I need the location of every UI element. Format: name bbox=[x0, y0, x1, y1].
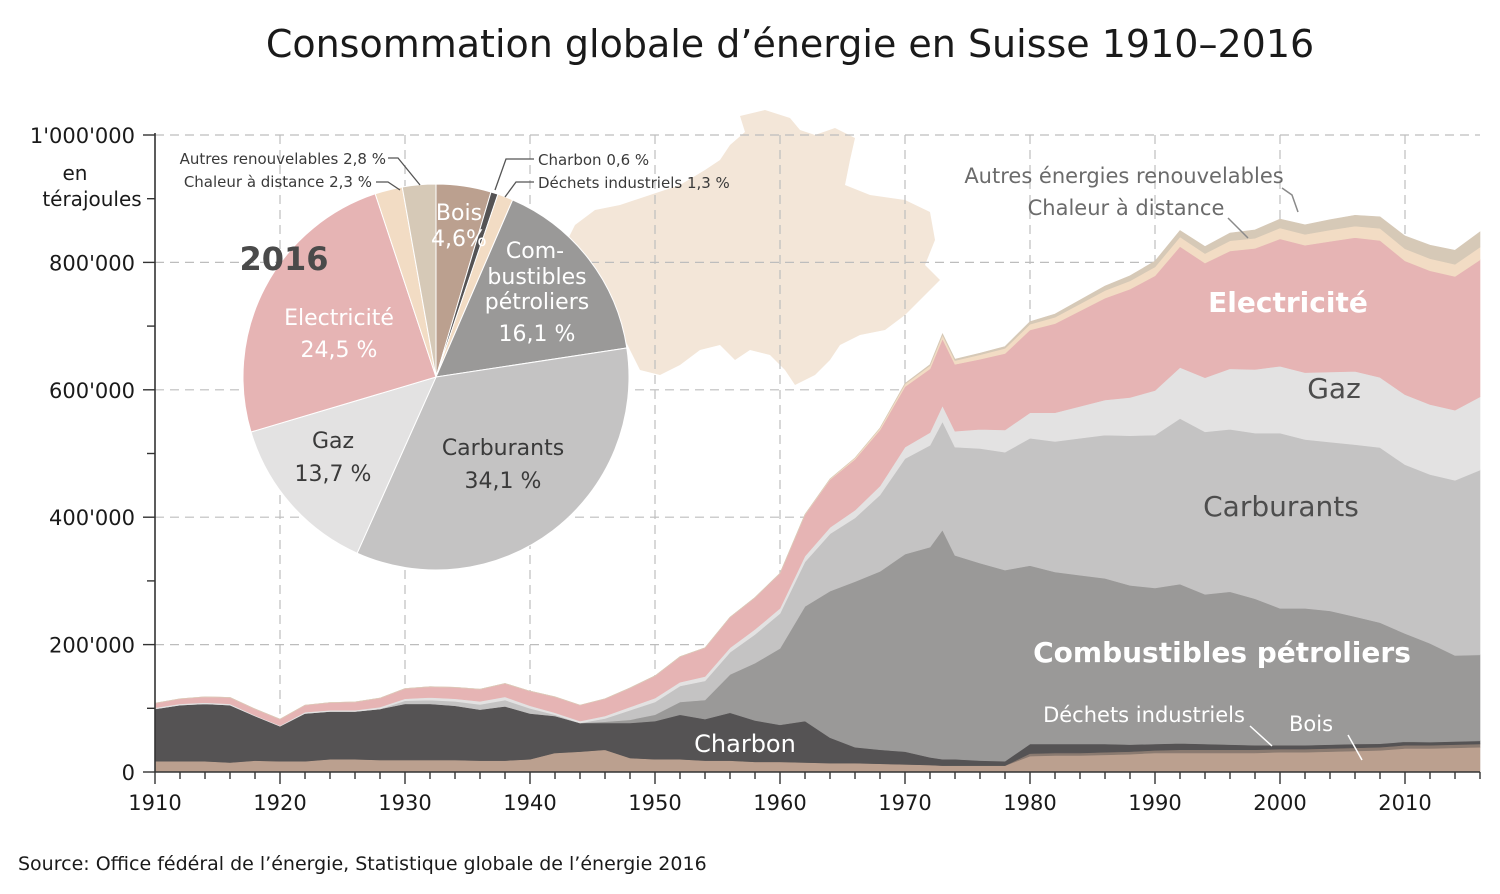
pie-slice-combustibles-petroliers bbox=[435, 199, 628, 378]
pie-label-autres-renouvelables: Autres renouvelables 2,8 % bbox=[180, 150, 386, 168]
y-tick-label: 1'000'000 bbox=[30, 124, 135, 148]
y-tick-label: 400'000 bbox=[49, 506, 135, 530]
area-label-electricite: Electricité bbox=[1208, 286, 1368, 319]
leader-line-autres bbox=[1281, 187, 1299, 213]
x-tick-label: 1970 bbox=[878, 791, 931, 815]
y-axis-unit-line2: térajoules bbox=[42, 187, 141, 211]
area-label-bois: Bois bbox=[1289, 712, 1333, 736]
pie-label-charbon: Charbon 0,6 % bbox=[538, 151, 649, 169]
x-tick-label: 1950 bbox=[628, 791, 681, 815]
leader-line-bois bbox=[1347, 734, 1363, 761]
pie-label-bois: Bois bbox=[436, 201, 482, 226]
source-note: Source: Office fédéral de l’énergie, Sta… bbox=[18, 853, 707, 875]
pie-leader-charbon bbox=[494, 158, 534, 191]
pie-year-label: 2016 bbox=[239, 240, 328, 278]
y-tick-label: 0 bbox=[122, 761, 135, 785]
pie-label-chaleur-distance: Chaleur à distance 2,3 % bbox=[184, 173, 372, 191]
area-autres-energies-renouvelables bbox=[154, 214, 1481, 720]
pie-leader-chaleur bbox=[376, 181, 401, 191]
pie-label-carburants: Carburants bbox=[442, 436, 564, 461]
x-tick-label: 2010 bbox=[1378, 791, 1431, 815]
pie-value-combustibles: 16,1 % bbox=[499, 322, 576, 347]
leader-line-dechets bbox=[1249, 725, 1273, 747]
x-tick-label: 1980 bbox=[1003, 791, 1056, 815]
x-tick-label: 1990 bbox=[1128, 791, 1181, 815]
pie-slice-electricite bbox=[242, 193, 437, 433]
pie-label-dechets-industriels: Déchets industriels 1,3 % bbox=[538, 174, 730, 192]
y-tick-label: 800'000 bbox=[49, 251, 135, 275]
area-label-carburants: Carburants bbox=[1203, 490, 1359, 523]
pie-leader-dechets bbox=[504, 181, 534, 198]
area-label-autres-renouvelables: Autres énergies renouvelables bbox=[964, 164, 1283, 188]
y-tick-label: 200'000 bbox=[49, 634, 135, 658]
area-label-charbon: Charbon bbox=[694, 730, 796, 758]
x-tick-label: 1910 bbox=[128, 791, 181, 815]
pie-value-electricite: 24,5 % bbox=[301, 338, 378, 363]
leader-line-chaleur bbox=[1227, 217, 1249, 239]
chart-title: Consommation globale d’énergie en Suisse… bbox=[266, 22, 1314, 66]
switzerland-map-shape bbox=[565, 110, 940, 385]
pie-label-combustibles-1: Com- bbox=[506, 239, 564, 264]
pie-label-combustibles-2: bustibles bbox=[487, 265, 586, 290]
y-axis-unit-line1: en bbox=[63, 161, 88, 185]
x-tick-label: 2000 bbox=[1253, 791, 1306, 815]
pie-label-gaz: Gaz bbox=[312, 429, 354, 454]
chart-axes: 0 200'000 400'000 600'000 800'000 1'000'000 19… bbox=[30, 124, 1481, 815]
area-series-group bbox=[154, 214, 1481, 773]
pie-value-bois: 4,6% bbox=[431, 227, 487, 252]
pie-slice-carburants bbox=[356, 347, 630, 571]
pie-chart bbox=[242, 183, 630, 571]
area-label-gaz: Gaz bbox=[1307, 372, 1361, 405]
pie-value-gaz: 13,7 % bbox=[295, 462, 372, 487]
pie-label-electricite: Electricité bbox=[284, 306, 394, 331]
pie-label-combustibles-3: pétroliers bbox=[485, 290, 589, 315]
area-label-combustibles-petroliers: Combustibles pétroliers bbox=[1033, 636, 1411, 669]
y-tick-label: 600'000 bbox=[49, 379, 135, 403]
area-label-dechets-industriels: Déchets industriels bbox=[1043, 703, 1245, 727]
pie-value-carburants: 34,1 % bbox=[465, 469, 542, 494]
pie-leader-autres bbox=[388, 157, 421, 186]
x-tick-label: 1940 bbox=[503, 791, 556, 815]
x-tick-label: 1920 bbox=[253, 791, 306, 815]
x-tick-label: 1930 bbox=[378, 791, 431, 815]
x-tick-label: 1960 bbox=[753, 791, 806, 815]
area-label-chaleur-distance: Chaleur à distance bbox=[1028, 196, 1225, 220]
pie-slice-gaz bbox=[250, 376, 437, 554]
